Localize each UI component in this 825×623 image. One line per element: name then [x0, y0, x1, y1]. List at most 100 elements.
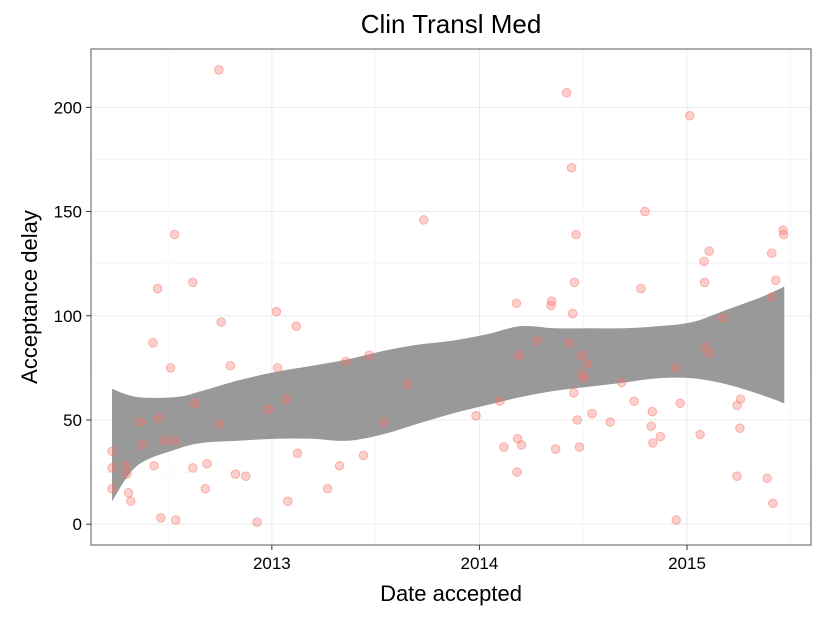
data-point: [695, 429, 705, 440]
data-point: [135, 417, 146, 427]
data-point: [616, 377, 627, 388]
data-point: [655, 431, 666, 442]
data-point: [648, 438, 658, 448]
data-point: [735, 394, 746, 404]
data-point: [569, 388, 579, 398]
data-point: [334, 461, 345, 471]
data-point: [169, 229, 180, 240]
data-point: [511, 298, 522, 309]
data-point: [670, 363, 680, 373]
x-tick-label: 2015: [668, 554, 706, 573]
data-point: [770, 275, 781, 286]
data-point: [159, 436, 170, 446]
data-point: [200, 483, 211, 494]
data-point: [402, 379, 412, 390]
data-point: [564, 338, 575, 348]
x-tick-label: 2013: [253, 554, 291, 573]
x-axis-title: Date accepted: [380, 581, 522, 606]
data-point: [225, 361, 236, 371]
grid-lines: [91, 49, 811, 545]
data-point: [189, 398, 200, 409]
data-point: [561, 88, 572, 98]
data-point: [170, 436, 180, 446]
data-point: [574, 442, 585, 452]
data-points: [107, 65, 789, 527]
smooth-ribbon-layer: [112, 286, 785, 502]
data-point: [704, 348, 714, 359]
data-point: [322, 483, 333, 494]
data-point: [577, 350, 587, 361]
data-point: [148, 338, 158, 348]
data-point: [271, 306, 282, 317]
data-point: [122, 469, 132, 479]
data-point: [379, 417, 389, 427]
data-point: [153, 413, 164, 423]
y-tick-label: 200: [54, 98, 82, 117]
data-point: [567, 308, 578, 319]
data-point: [572, 415, 583, 425]
data-point: [550, 444, 561, 454]
y-tick-label: 150: [54, 203, 82, 222]
data-point: [532, 336, 542, 346]
y-axis-title: Acceptance delay: [17, 210, 42, 384]
data-point: [732, 471, 742, 481]
data-point: [137, 440, 147, 450]
data-point: [671, 515, 681, 525]
data-point: [640, 206, 650, 217]
data-point: [546, 296, 557, 306]
data-point: [768, 498, 778, 509]
data-point: [605, 417, 615, 427]
y-tick-label: 0: [73, 515, 82, 534]
data-point: [120, 461, 131, 471]
data-point: [646, 421, 656, 431]
data-point: [126, 496, 136, 506]
data-point: [341, 356, 351, 367]
data-point: [566, 163, 577, 173]
data-point: [272, 363, 283, 373]
data-point: [513, 350, 524, 361]
data-point: [629, 396, 639, 406]
data-point: [263, 404, 274, 415]
data-point: [156, 513, 166, 523]
data-point: [418, 215, 429, 225]
data-point: [107, 463, 117, 473]
data-point: [512, 467, 522, 477]
data-point: [579, 373, 589, 384]
data-point: [292, 448, 303, 459]
data-point: [281, 394, 291, 404]
data-point: [202, 458, 212, 469]
y-tick-label: 100: [54, 307, 82, 326]
data-point: [778, 229, 789, 240]
chart-title: Clin Transl Med: [361, 9, 542, 39]
data-point: [718, 313, 728, 323]
data-point: [767, 248, 777, 258]
data-point: [571, 229, 581, 240]
data-point: [516, 440, 527, 450]
data-point: [214, 419, 225, 429]
data-point: [699, 277, 710, 288]
data-point: [252, 517, 262, 527]
data-point: [582, 358, 593, 369]
x-tick-label: 2014: [461, 554, 499, 573]
data-point: [685, 110, 695, 121]
data-point: [704, 246, 714, 256]
data-point: [123, 488, 134, 498]
data-point: [188, 277, 198, 288]
axes: 0 50 100 150 200 2013 2014 2015: [54, 98, 706, 573]
data-point: [291, 321, 302, 331]
smooth-confidence-ribbon: [112, 286, 785, 502]
data-point: [471, 411, 481, 421]
data-point: [283, 496, 293, 506]
data-point: [569, 277, 580, 288]
plot-border: [90, 48, 812, 546]
data-point: [170, 515, 181, 525]
data-point: [107, 483, 117, 494]
data-point: [107, 446, 117, 456]
data-point: [699, 256, 709, 267]
data-point: [767, 292, 777, 302]
data-point: [358, 450, 369, 461]
data-point: [735, 423, 745, 434]
data-point: [499, 442, 509, 452]
